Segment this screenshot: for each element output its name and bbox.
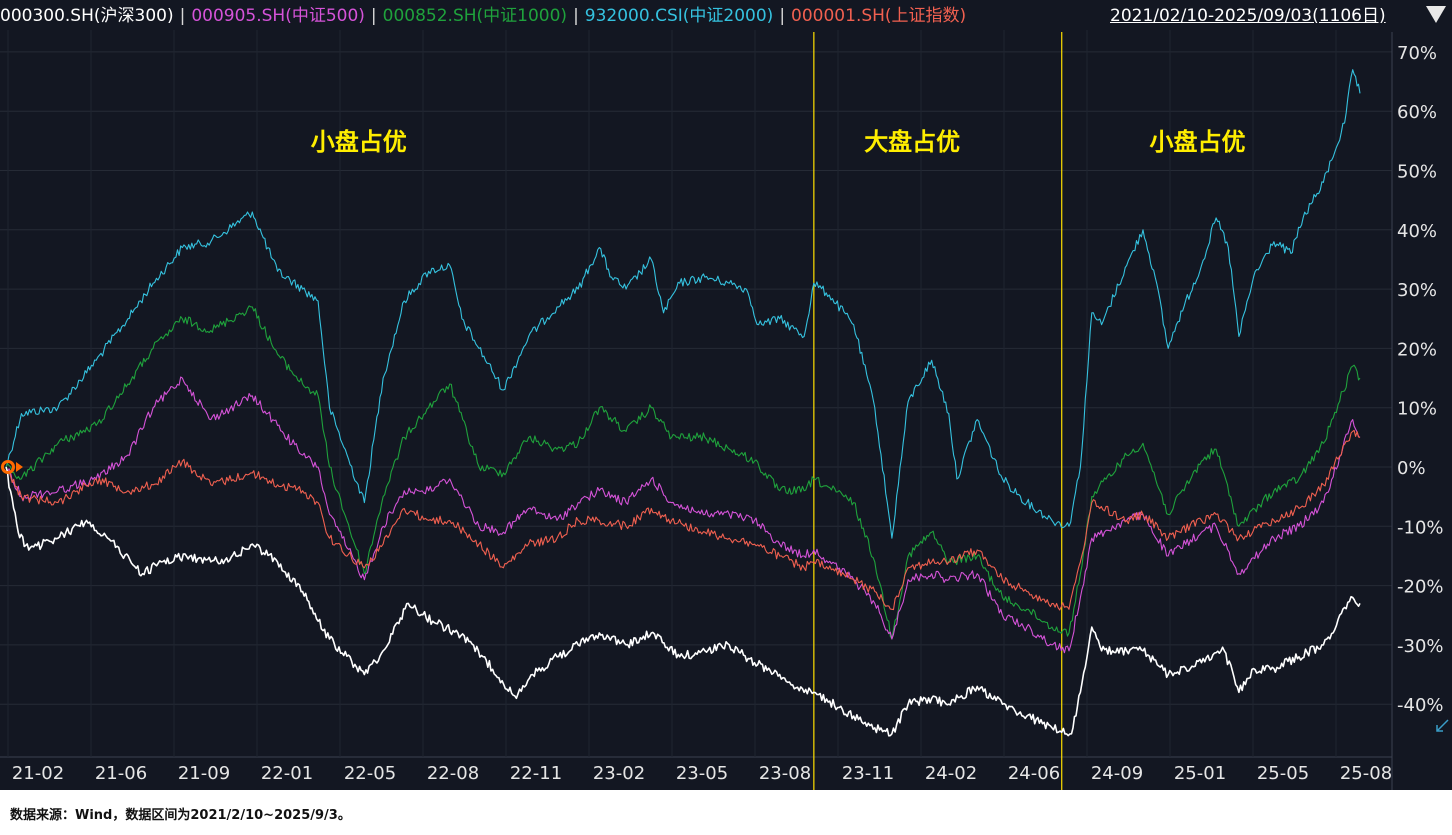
annotations: 小盘占优 大盘占优 小盘占优: [311, 128, 1246, 156]
legend-separator: |: [179, 6, 186, 26]
source-note: 数据来源：Wind，数据区间为2021/2/10~2025/9/3。: [10, 808, 351, 823]
x-tick-label: 24-02: [925, 763, 977, 784]
y-tick-label: -20%: [1397, 577, 1444, 598]
series-line: [5, 429, 1361, 611]
annotation-label: 小盘占优: [311, 128, 407, 156]
chart-frame: 000300.SH(沪深300) | 000905.SH(中证500) | 000852…: [0, 0, 1452, 790]
x-tick-label: 23-02: [593, 763, 645, 784]
divider-lines: [813, 32, 1063, 790]
series-line: [5, 466, 1361, 737]
y-tick-label: 30%: [1397, 280, 1437, 301]
grid: [0, 30, 1393, 790]
start-marker-ring: [1, 460, 15, 474]
legend: 000300.SH(沪深300) | 000905.SH(中证500) | 000852…: [0, 0, 1452, 32]
legend-item-csi1000[interactable]: 000852.SH(中证1000): [382, 6, 568, 26]
y-tick-label: -40%: [1397, 695, 1444, 716]
y-axis: 70% 60% 50% 40% 30% 20% 10% 0% -10% -20% -30% -40%: [1397, 43, 1444, 716]
x-tick-label: 25-01: [1174, 763, 1226, 784]
x-tick-label: 22-08: [427, 763, 479, 784]
annotation-label: 小盘占优: [1149, 128, 1245, 156]
x-tick-label: 22-11: [510, 763, 562, 784]
series-line: [5, 305, 1361, 640]
x-tick-label: 24-09: [1091, 763, 1143, 784]
x-tick-label: 21-02: [12, 763, 64, 784]
x-tick-label: 23-08: [759, 763, 811, 784]
x-tick-label: 25-08: [1340, 763, 1392, 784]
legend-separator: |: [370, 6, 377, 26]
y-tick-label: 20%: [1397, 339, 1437, 360]
x-tick-label: 21-06: [95, 763, 147, 784]
triangle-down-icon[interactable]: [1426, 6, 1446, 23]
x-axis: 21-02 21-06 21-09 22-01 22-05 22-08 22-11 23-02…: [12, 763, 1392, 784]
x-tick-label: 23-05: [676, 763, 728, 784]
series-line: [5, 376, 1361, 654]
x-tick-label: 22-05: [344, 763, 396, 784]
legend-item-csi300[interactable]: 000300.SH(沪深300): [0, 6, 174, 26]
y-tick-label: -30%: [1397, 636, 1444, 657]
y-tick-label: -10%: [1397, 517, 1444, 538]
x-tick-label: 25-05: [1257, 763, 1309, 784]
x-tick-label: 24-06: [1008, 763, 1060, 784]
annotation-label: 大盘占优: [864, 128, 960, 156]
y-tick-label: 60%: [1397, 102, 1437, 123]
legend-item-csi500[interactable]: 000905.SH(中证500): [191, 6, 365, 26]
line-chart: 21-02 21-06 21-09 22-01 22-05 22-08 22-11 23-02…: [0, 30, 1449, 790]
resize-corner-icon[interactable]: [1436, 719, 1449, 732]
x-tick-label: 21-09: [178, 763, 230, 784]
legend-item-csi2000[interactable]: 932000.CSI(中证2000): [584, 6, 774, 26]
x-tick-label: 23-11: [842, 763, 894, 784]
start-marker-arrow: [16, 462, 23, 472]
legend-item-shanghai-composite[interactable]: 000001.SH(上证指数): [791, 6, 967, 26]
series-lines: [5, 69, 1361, 737]
date-range-label[interactable]: 2021/02/10-2025/09/03(1106日): [1108, 0, 1386, 32]
legend-separator: |: [573, 6, 579, 26]
y-tick-label: 50%: [1397, 162, 1437, 183]
y-tick-label: 70%: [1397, 43, 1437, 64]
series-line: [5, 69, 1361, 539]
x-tick-label: 22-01: [261, 763, 313, 784]
y-tick-label: 40%: [1397, 221, 1437, 242]
start-marker-icon: [1, 460, 23, 474]
y-tick-label: 10%: [1397, 399, 1437, 420]
y-tick-label: 0%: [1397, 458, 1426, 479]
legend-separator: |: [779, 6, 786, 26]
